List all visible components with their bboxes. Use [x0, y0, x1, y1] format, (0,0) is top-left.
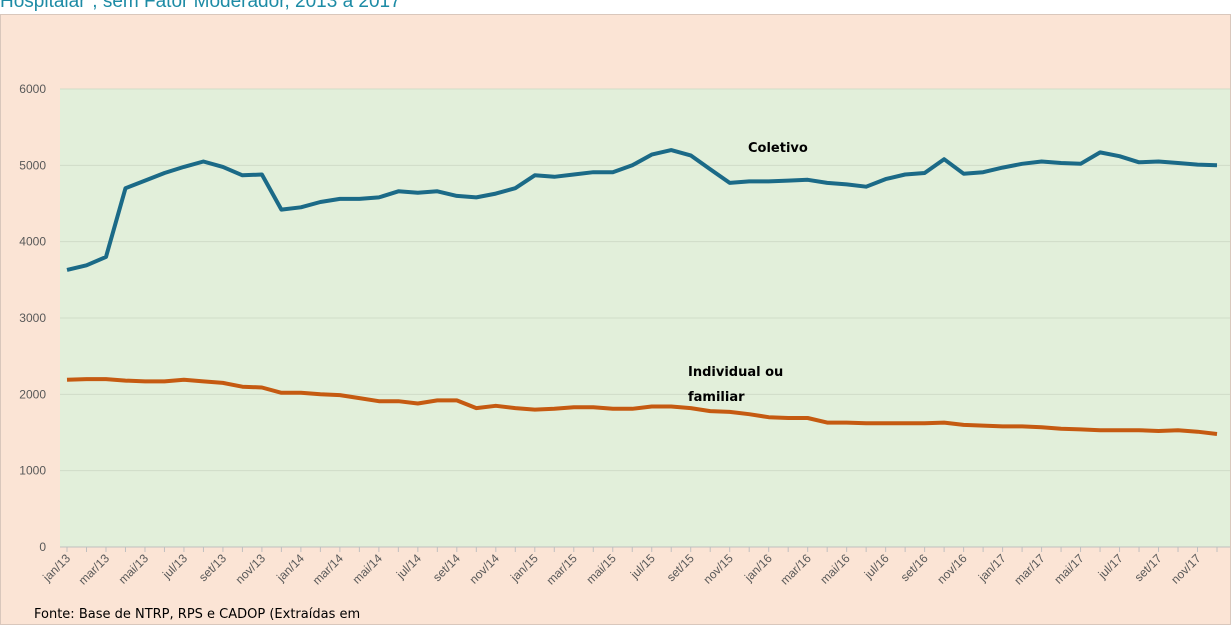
x-tick-label: mai/16 — [817, 551, 853, 587]
x-tick-label: jan/17 — [975, 551, 1009, 585]
series-line — [66, 148, 1218, 272]
series-line — [66, 377, 1218, 436]
y-tick-label: 3000 — [19, 311, 46, 325]
x-tick-label: mar/15 — [544, 551, 581, 588]
x-tick-label: mar/14 — [310, 551, 347, 588]
x-tick-label: nov/15 — [700, 551, 736, 587]
x-tick-label: jul/14 — [393, 551, 424, 582]
x-tick-label: nov/13 — [233, 551, 269, 587]
x-tick-label: jan/14 — [273, 551, 307, 585]
series-label: Coletivo — [748, 141, 808, 156]
y-tick-label: 5000 — [19, 158, 46, 172]
x-tick-label: mar/16 — [777, 551, 814, 588]
x-tick-label: mar/17 — [1011, 551, 1048, 588]
y-tick-label: 1000 — [19, 464, 46, 478]
series-label: Individual ou familiar — [688, 365, 784, 405]
chart-title: Hospitalar", sem Fator Moderador, 2013 a… — [0, 0, 401, 12]
y-tick-label: 2000 — [19, 387, 46, 401]
x-tick-label: nov/14 — [467, 551, 503, 587]
x-tick-label: set/15 — [664, 551, 697, 584]
x-tick-label: jan/15 — [507, 551, 541, 585]
x-tick-label: nov/16 — [934, 551, 970, 587]
x-tick-label: mai/14 — [350, 551, 386, 587]
x-tick-label: jul/13 — [159, 551, 190, 582]
y-tick-label: 6000 — [19, 82, 46, 96]
x-tick-label: jul/15 — [627, 551, 658, 582]
x-tick-label: mai/13 — [116, 551, 152, 587]
y-tick-label: 4000 — [19, 235, 46, 249]
x-tick-label: jan/16 — [741, 551, 775, 585]
x-tick-label: set/13 — [196, 551, 229, 584]
x-tick-label: set/14 — [430, 551, 463, 584]
x-tick-label: jan/13 — [39, 551, 73, 585]
x-tick-label: set/17 — [1132, 551, 1165, 584]
x-tick-label: mai/15 — [584, 551, 620, 587]
x-tick-label: set/16 — [898, 551, 931, 584]
source-note: Fonte: Base de NTRP, RPS e CADOP (Extraí… — [34, 607, 361, 622]
x-tick-label: mar/13 — [76, 551, 113, 588]
x-tick-label: nov/17 — [1168, 551, 1204, 587]
y-tick-label: 0 — [39, 540, 46, 554]
x-tick-label: jul/16 — [861, 551, 892, 582]
x-tick-label: mai/17 — [1051, 551, 1087, 587]
x-tick-label: jul/17 — [1095, 551, 1126, 582]
